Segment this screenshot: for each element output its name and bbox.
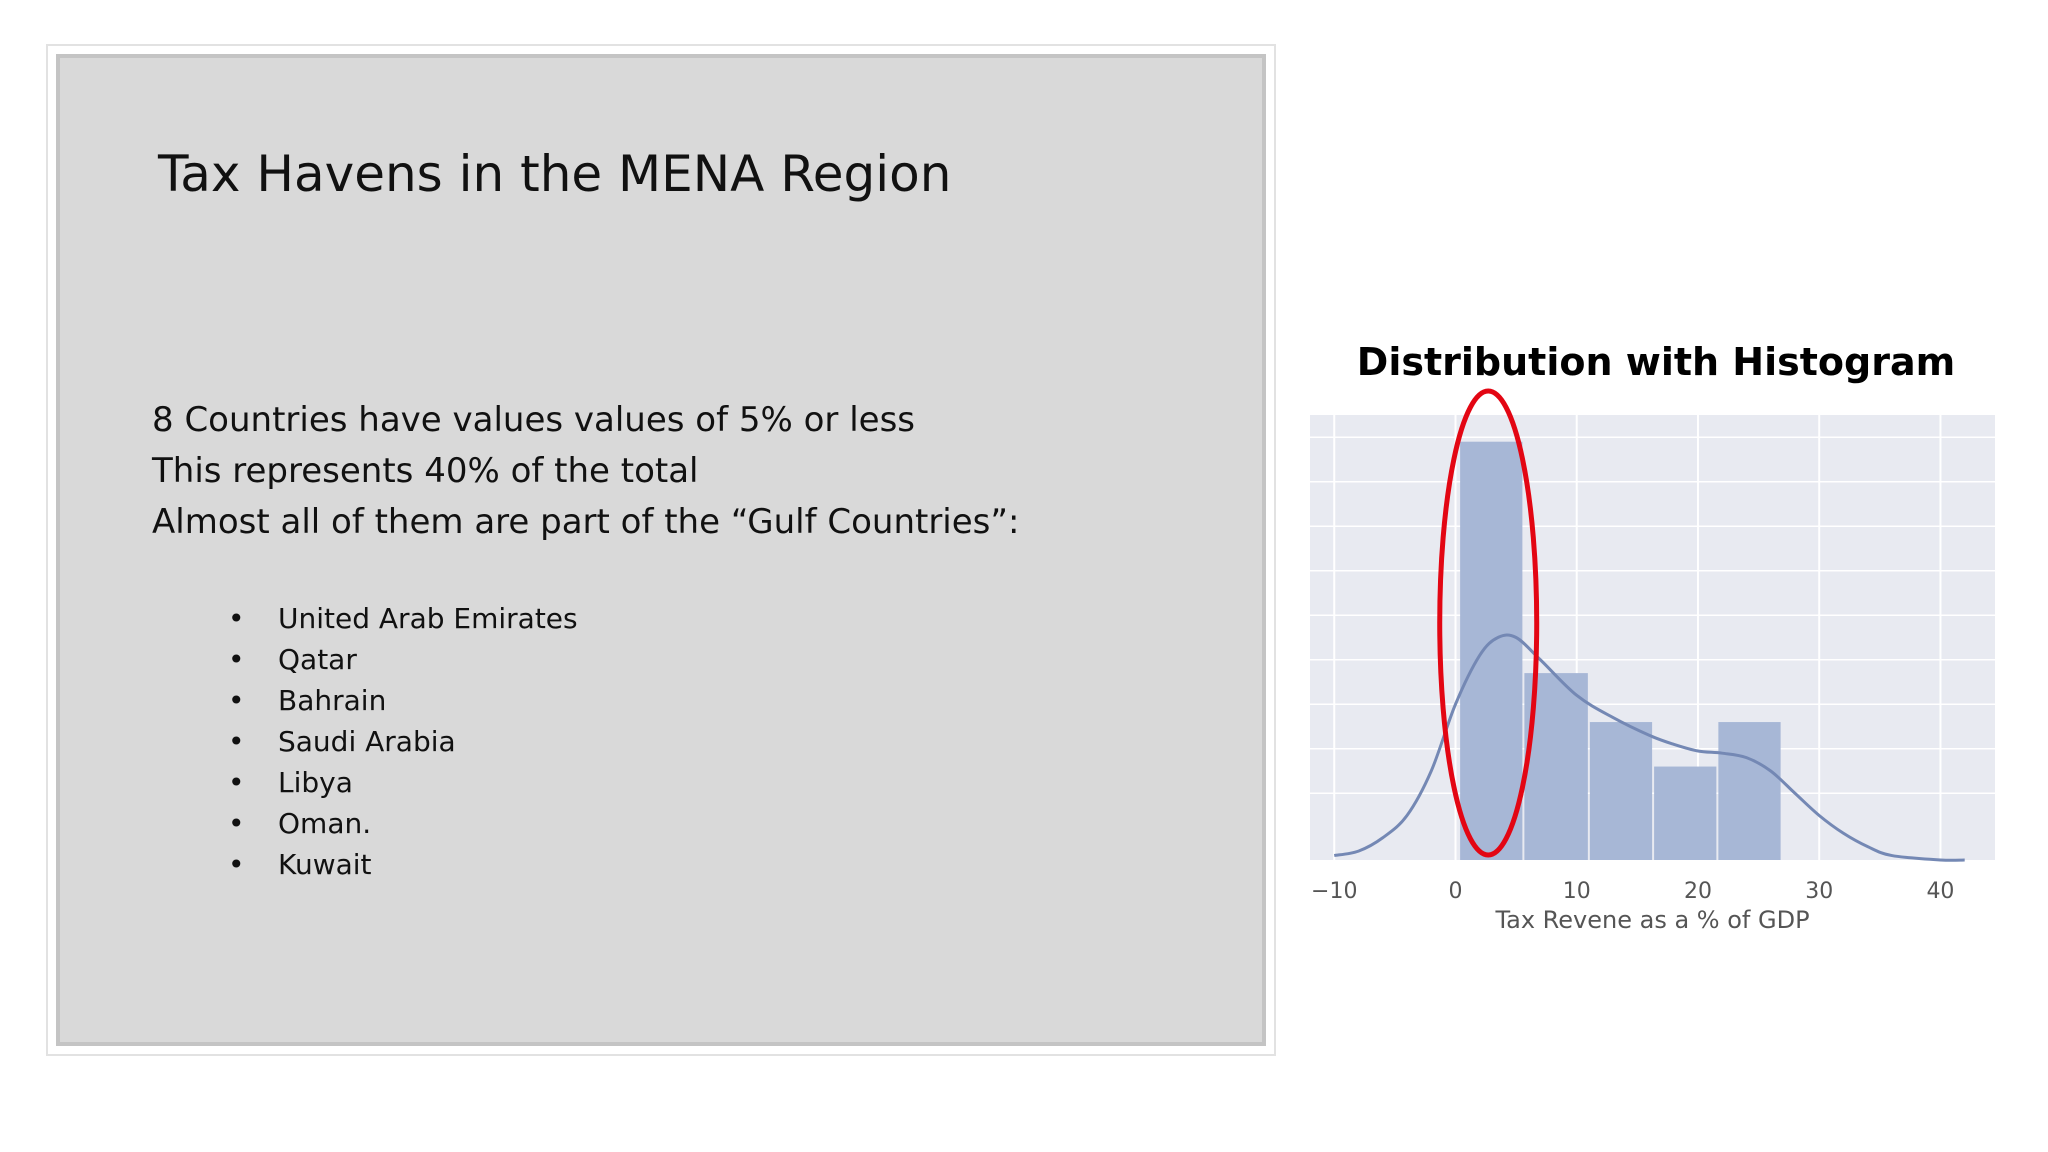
summary-line: This represents 40% of the total — [152, 451, 699, 491]
country-item: • Qatar — [228, 639, 578, 680]
country-item: • United Arab Emirates — [228, 598, 578, 639]
highlight-ellipse — [1437, 388, 1540, 858]
kde-curve — [1333, 633, 1965, 862]
bullet-icon: • — [228, 766, 245, 799]
x-axis-label: Tax Revene as a % of GDP — [1494, 906, 1809, 934]
summary-line: 8 Countries have values values of 5% or … — [152, 400, 915, 440]
country-label: Libya — [278, 766, 353, 799]
histogram-bar — [1654, 766, 1717, 860]
bar-layer — [1460, 441, 1781, 860]
x-tick-label: −10 — [1311, 879, 1357, 904]
x-tick-label: 30 — [1805, 879, 1833, 904]
country-list: • United Arab Emirates • Qatar • Bahrain • S… — [228, 598, 578, 885]
slide-panel-inner — [60, 58, 1262, 1042]
histogram-bar — [1718, 722, 1781, 860]
slide-panel — [46, 44, 1276, 1056]
x-tick-layer: −10 0 10 20 30 40 — [1311, 879, 1954, 904]
bullet-icon: • — [228, 684, 245, 717]
country-label: Saudi Arabia — [278, 725, 456, 758]
bullet-icon: • — [228, 807, 245, 840]
histogram-bar — [1460, 441, 1523, 860]
country-label: Bahrain — [278, 684, 387, 717]
summary-text: 8 Countries have values values of 5% or … — [152, 395, 1019, 548]
histogram-chart: −10 0 10 20 30 40 Tax Revene as a % of GDP — [1310, 388, 1995, 934]
bullet-icon: • — [228, 602, 245, 635]
country-label: Kuwait — [278, 848, 372, 881]
country-item: • Oman. — [228, 803, 578, 844]
x-tick-label: 20 — [1684, 879, 1712, 904]
x-tick-label: 0 — [1448, 879, 1462, 904]
bullet-icon: • — [228, 643, 245, 676]
grid-layer — [1310, 415, 1995, 860]
bullet-icon: • — [228, 848, 245, 881]
chart-title: Distribution with Histogram — [1356, 340, 1956, 384]
country-label: Oman. — [278, 807, 372, 840]
x-tick-label: 40 — [1926, 879, 1954, 904]
country-item: • Libya — [228, 762, 578, 803]
slide-title: Tax Havens in the MENA Region — [158, 145, 952, 203]
histogram-bar — [1589, 722, 1653, 860]
country-item: • Bahrain — [228, 680, 578, 721]
country-label: Qatar — [278, 643, 357, 676]
country-item: • Saudi Arabia — [228, 721, 578, 762]
country-item: • Kuwait — [228, 844, 578, 885]
x-tick-label: 10 — [1563, 879, 1591, 904]
bullet-icon: • — [228, 725, 245, 758]
summary-line: Almost all of them are part of the “Gulf… — [152, 502, 1020, 542]
country-label: United Arab Emirates — [278, 602, 578, 635]
